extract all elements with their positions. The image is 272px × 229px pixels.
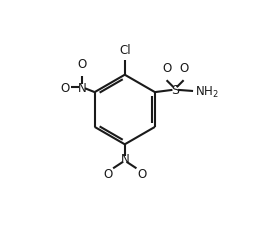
Text: O: O (137, 167, 146, 180)
Text: Cl: Cl (119, 44, 131, 57)
Text: O: O (162, 62, 171, 75)
Text: O: O (179, 62, 188, 75)
Text: O: O (60, 81, 69, 94)
Text: N: N (120, 153, 129, 166)
Text: S: S (171, 84, 179, 97)
Text: NH$_2$: NH$_2$ (195, 84, 219, 99)
Text: N: N (78, 81, 87, 94)
Text: O: O (103, 167, 112, 180)
Text: O: O (78, 58, 87, 71)
